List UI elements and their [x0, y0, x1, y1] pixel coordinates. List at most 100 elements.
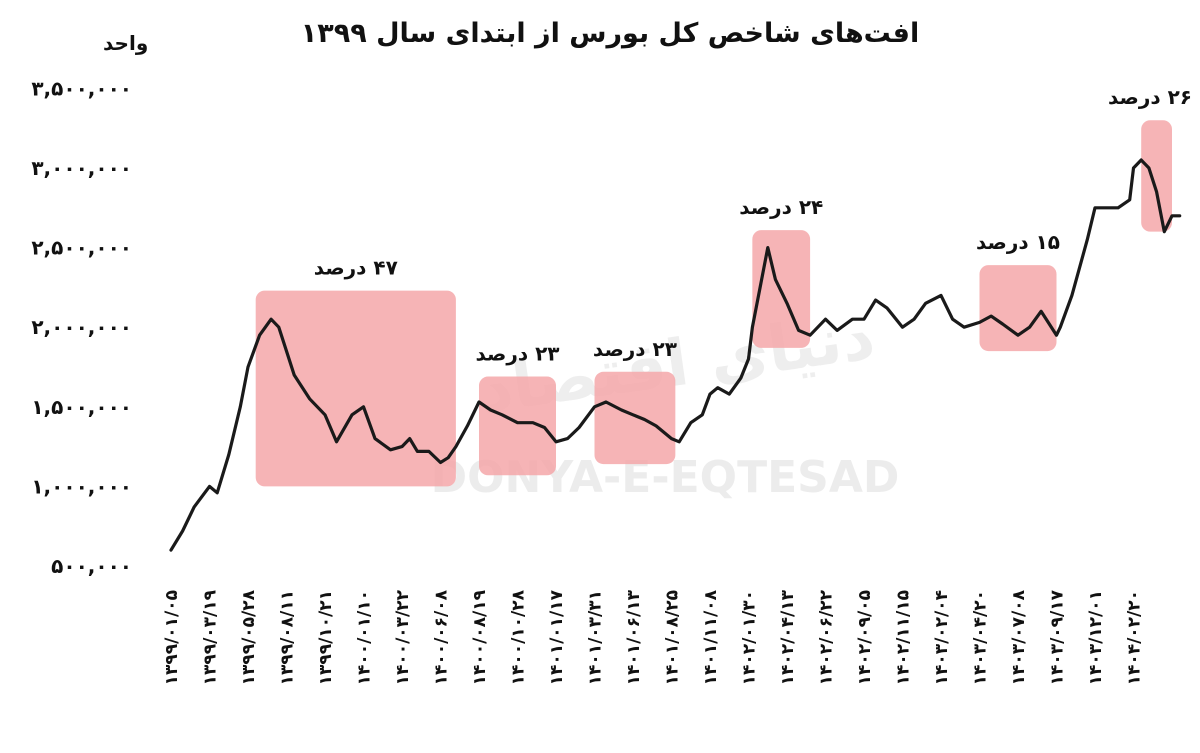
data-point — [335, 441, 338, 443]
data-point — [874, 299, 877, 301]
data-point — [1140, 159, 1142, 161]
data-point — [389, 449, 392, 451]
x-tick-label: ۱۴۰۱/۰۳/۳۱ — [586, 590, 606, 685]
x-tick-label: ۱۳۹۹/۰۸/۱۱ — [278, 590, 298, 685]
x-tick-label: ۱۴۰۱/۰۶/۱۳ — [624, 589, 644, 685]
data-point — [1179, 215, 1181, 217]
data-point — [1040, 310, 1042, 312]
data-point — [555, 441, 557, 443]
data-point — [258, 334, 261, 336]
series-group — [169, 158, 1182, 552]
x-tick-label: ۱۴۰۰/۰۸/۱۹ — [470, 589, 490, 685]
data-point — [401, 446, 403, 448]
data-point — [1117, 207, 1119, 209]
x-axis: ۱۳۹۹/۰۱/۰۵ ۱۳۹۹/۰۳/۱۹ ۱۳۹۹/۰۵/۲۸ ۱۳۹۹/۰۸/۱۱… — [162, 589, 1145, 685]
data-point — [901, 326, 904, 328]
data-point — [886, 307, 888, 309]
drawdown-box-1 — [255, 290, 456, 487]
data-point — [447, 457, 449, 459]
data-point — [478, 401, 480, 403]
x-tick-label: ۱۴۰۲/۱۱/۱۵ — [894, 590, 914, 685]
data-point — [489, 409, 492, 411]
drawdown-label-2: ۲۳ درصد — [475, 342, 559, 366]
data-point — [466, 425, 469, 427]
data-point — [913, 318, 915, 320]
y-tick-label: ۲,۵۰۰,۰۰۰ — [31, 236, 132, 260]
data-point — [951, 318, 954, 320]
x-tick-label: ۱۴۰۳/۰۲/۰۴ — [932, 590, 952, 685]
x-tick-label: ۱۴۰۱/۰۱/۱۷ — [547, 589, 567, 685]
data-point — [1071, 294, 1073, 296]
data-point — [1132, 167, 1135, 169]
data-point — [516, 422, 519, 424]
data-point — [228, 453, 230, 456]
data-point — [309, 398, 311, 400]
data-point — [278, 326, 280, 328]
data-point — [1094, 207, 1096, 209]
data-point — [797, 329, 800, 331]
data-point — [362, 406, 365, 408]
x-tick-label: ۱۳۹۹/۰۵/۲۸ — [239, 589, 259, 685]
x-tick-label: ۱۳۹۹/۰۱/۰۵ — [162, 590, 182, 685]
data-point — [824, 318, 827, 320]
data-point — [216, 492, 218, 494]
y-tick-label: ۱,۰۰۰,۰۰۰ — [31, 474, 132, 498]
data-point — [455, 446, 457, 448]
data-point — [578, 426, 580, 429]
data-point — [428, 450, 430, 452]
data-point — [747, 358, 750, 360]
data-point — [1028, 326, 1031, 328]
drawdown-boxes — [255, 120, 1172, 487]
data-point — [759, 286, 761, 288]
x-tick-label: ۱۴۰۲/۰۴/۱۳ — [778, 589, 798, 685]
data-point — [351, 414, 353, 416]
data-point — [990, 315, 992, 317]
x-tick-label: ۱۴۰۰/۰۶/۰۸ — [432, 589, 452, 685]
data-point — [851, 318, 854, 320]
y-tick-label: ۳,۰۰۰,۰۰۰ — [31, 156, 132, 180]
y-tick-label: ۵۰۰,۰۰۰ — [51, 554, 132, 578]
data-point — [655, 425, 657, 427]
x-tick-label: ۱۴۰۳/۱۲/۰۱ — [1086, 590, 1106, 685]
data-point — [774, 278, 777, 281]
drawdown-box-6 — [1141, 120, 1172, 232]
data-point — [1129, 199, 1131, 201]
data-point — [193, 506, 195, 508]
data-point — [239, 406, 241, 408]
data-point — [501, 414, 503, 416]
data-point — [1148, 167, 1150, 169]
x-tick-label: ۱۴۰۳/۰۹/۱۷ — [1048, 589, 1068, 685]
data-point — [1156, 191, 1158, 193]
x-tick-label: ۱۳۹۹/۰۳/۱۹ — [201, 589, 221, 685]
x-tick-label: ۱۳۹۹/۱۰/۲۱ — [316, 590, 336, 685]
x-tick-label: ۱۴۰۰/۰۳/۲۲ — [393, 589, 413, 685]
data-point — [963, 326, 965, 328]
data-point — [728, 393, 730, 395]
y-tick-label: ۲,۰۰۰,۰۰۰ — [31, 315, 132, 339]
y-axis: ۵۰۰,۰۰۰ ۱,۰۰۰,۰۰۰ ۱,۵۰۰,۰۰۰ ۲,۰۰۰,۰۰۰ ۲,۵۰۰,… — [31, 76, 132, 578]
data-point — [1163, 231, 1165, 233]
data-point — [1017, 334, 1019, 336]
data-point — [1171, 215, 1173, 217]
x-tick-label: ۱۴۰۰/۰۱/۱۰ — [355, 590, 375, 685]
x-tick-label: ۱۴۰۲/۰۱/۳۰ — [740, 590, 760, 685]
drawdown-box-3 — [594, 371, 676, 465]
drawdown-label-1: ۴۷ درصد — [314, 256, 398, 280]
data-point — [532, 422, 534, 424]
data-point — [643, 418, 646, 421]
data-point — [678, 441, 680, 443]
data-point — [632, 414, 634, 416]
data-point — [690, 422, 692, 424]
data-point — [543, 426, 546, 429]
data-point — [809, 334, 811, 336]
x-tick-label: ۱۴۰۳/۰۷/۰۸ — [1009, 589, 1029, 685]
data-point — [1105, 207, 1108, 209]
chart-title: افت‌های شاخص کل بورس از ابتدای سال ۱۳۹۹ — [301, 18, 919, 49]
x-tick-label: ۱۴۰۱/۱۱/۰۸ — [701, 589, 721, 685]
data-point — [374, 438, 376, 440]
data-point — [181, 530, 184, 532]
data-point — [717, 387, 719, 389]
data-point — [786, 302, 788, 304]
data-point — [566, 438, 569, 440]
